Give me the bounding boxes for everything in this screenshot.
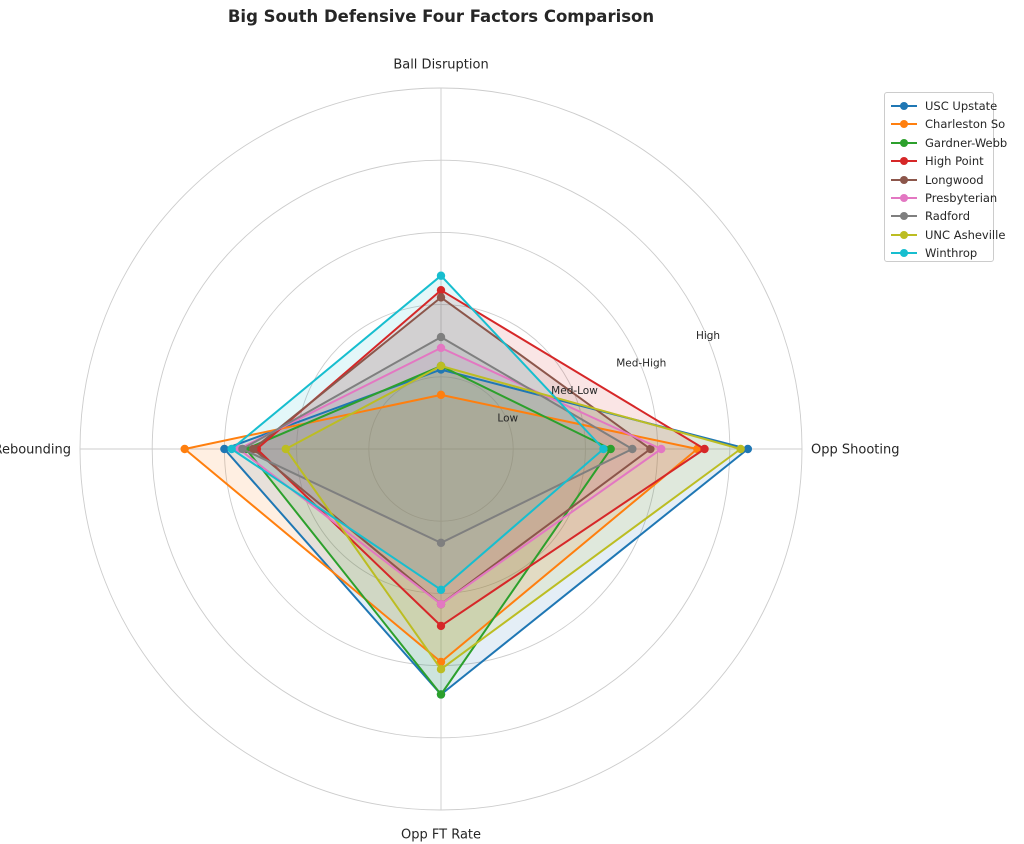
data-point xyxy=(743,444,753,454)
data-point xyxy=(599,444,608,454)
series-lines xyxy=(180,271,753,699)
chart-title: Big South Defensive Four Factors Compari… xyxy=(228,7,654,26)
axis-label: Opp Shooting xyxy=(811,443,899,458)
legend-label: UNC Asheville xyxy=(925,227,1006,242)
legend-swatch xyxy=(891,192,917,204)
ring-labels: Low Med-Low Med-High High xyxy=(497,330,720,425)
legend: USC Upstate Charleston So Gardner-Webb High… xyxy=(884,92,1007,262)
legend-label: Radford xyxy=(925,209,970,224)
data-point xyxy=(220,444,229,454)
axis-labels: Ball Disruption Opp Shooting Opp FT Rate De… xyxy=(0,58,899,843)
series-fill xyxy=(184,394,698,662)
axis-label: Ball Disruption xyxy=(393,58,488,73)
series-fill xyxy=(246,366,611,695)
legend-label: USC Upstate xyxy=(925,99,998,113)
data-point xyxy=(657,444,666,454)
series-8 xyxy=(227,271,608,594)
legend-item: Longwood xyxy=(891,171,984,189)
data-point xyxy=(436,271,446,280)
legend-item: Winthrop xyxy=(891,244,977,262)
data-point xyxy=(436,600,446,609)
legend-item: Charleston So xyxy=(891,115,1005,133)
series-7 xyxy=(281,361,745,674)
data-point xyxy=(249,444,258,454)
ring-label: Low xyxy=(497,412,518,424)
data-point xyxy=(436,621,446,631)
data-point xyxy=(180,444,189,454)
legend-label: Charleston So xyxy=(925,117,1006,132)
data-point xyxy=(436,361,446,371)
legend-item: High Point xyxy=(891,152,984,170)
legend-swatch xyxy=(891,247,917,259)
data-point xyxy=(628,444,637,454)
data-point xyxy=(436,332,446,342)
data-point xyxy=(606,444,615,454)
legend-swatch xyxy=(891,229,917,241)
legend-swatch xyxy=(891,100,917,112)
axis-label: Opp FT Rate xyxy=(401,828,481,843)
legend-swatch xyxy=(891,118,917,130)
legend-label: Gardner-Webb xyxy=(925,135,1008,150)
legend-swatch xyxy=(891,210,917,222)
data-point xyxy=(436,585,446,594)
legend-label: High Point xyxy=(925,154,984,169)
data-point xyxy=(736,444,745,454)
legend-item: Presbyterian xyxy=(891,189,997,207)
legend-item: Gardner-Webb xyxy=(891,134,1007,152)
series-fills xyxy=(184,275,748,695)
data-point xyxy=(436,343,446,353)
data-point xyxy=(227,444,236,454)
data-point xyxy=(436,690,446,699)
legend-swatch xyxy=(891,137,917,149)
data-point xyxy=(436,390,446,400)
data-point xyxy=(436,538,446,548)
data-point xyxy=(238,444,247,454)
series-1 xyxy=(180,390,702,667)
data-point xyxy=(436,665,446,674)
legend-item: USC Upstate xyxy=(891,97,997,115)
legend-swatch xyxy=(891,155,917,167)
data-point xyxy=(281,444,290,454)
ring-label: Med-High xyxy=(616,357,666,369)
series-fill xyxy=(242,337,633,543)
legend-swatch xyxy=(891,174,917,186)
data-point xyxy=(436,657,446,667)
legend-label: Longwood xyxy=(925,172,984,187)
legend-label: Winthrop xyxy=(925,246,978,261)
legend-item: UNC Asheville xyxy=(891,226,1005,244)
ring-label: High xyxy=(696,330,720,342)
data-point xyxy=(646,444,655,454)
series-fill xyxy=(238,347,662,605)
ring-label: Med-Low xyxy=(551,385,598,397)
series-fill xyxy=(285,366,741,670)
series-fill xyxy=(253,297,651,605)
data-point xyxy=(436,285,446,295)
legend-item: Radford xyxy=(891,207,970,225)
axis-label: Def Rebounding xyxy=(0,443,71,458)
legend-label: Presbyterian xyxy=(925,191,998,205)
series-fill xyxy=(224,369,748,695)
data-point xyxy=(700,444,709,454)
data-point xyxy=(436,293,446,302)
